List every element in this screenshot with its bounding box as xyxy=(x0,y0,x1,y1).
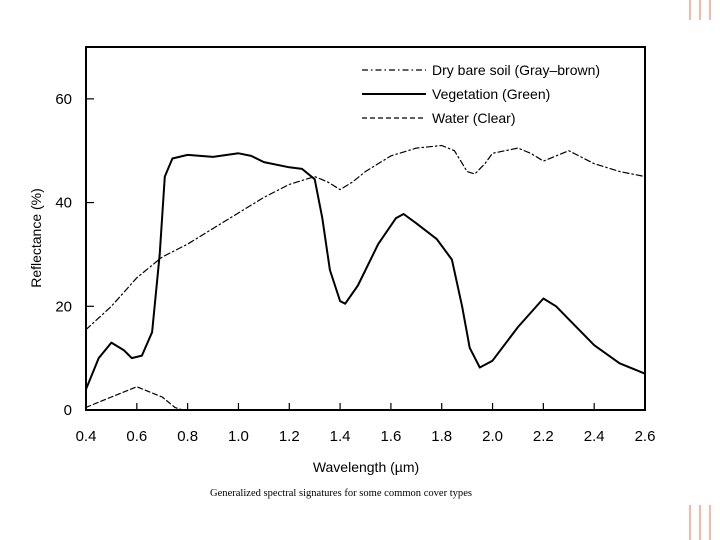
x-tick-label: 1.6 xyxy=(380,428,401,445)
x-tick-label: 1.2 xyxy=(279,428,300,445)
x-tick-label: 2.6 xyxy=(635,428,656,445)
plot-frame xyxy=(85,46,646,411)
x-tick-label: 2.0 xyxy=(482,428,503,445)
decorative-stripe xyxy=(699,0,701,20)
legend-label-soil: Dry bare soil (Gray–brown) xyxy=(432,62,600,78)
x-tick-label: 0.4 xyxy=(76,428,97,445)
y-tick-label: 60 xyxy=(55,91,72,108)
x-axis-title: Wavelength (µm) xyxy=(313,459,419,475)
series-dry-bare-soil xyxy=(85,144,646,331)
x-tick-label: 0.6 xyxy=(126,428,147,445)
series-water xyxy=(85,386,184,411)
series-layer xyxy=(85,144,646,411)
y-tick-label: 0 xyxy=(64,402,72,419)
x-axis-ticks: 0.4 0.6 0.8 1.0 1.2 1.4 1.6 1.8 2.0 2.2 2.4 2.6 xyxy=(76,403,656,445)
figure-caption: Generalized spectral signatures for some… xyxy=(210,488,472,499)
decorative-stripe xyxy=(709,505,711,540)
x-tick-label: 1.4 xyxy=(330,428,351,445)
x-tick-label: 0.8 xyxy=(177,428,198,445)
decorative-stripe xyxy=(689,0,691,20)
y-axis-title: Reflectance (%) xyxy=(28,188,44,288)
x-tick-label: 1.8 xyxy=(431,428,452,445)
x-tick-label: 2.4 xyxy=(584,428,605,445)
decorative-stripe xyxy=(709,0,711,20)
x-tick-label: 1.0 xyxy=(228,428,249,445)
legend-label-water: Water (Clear) xyxy=(432,110,516,126)
series-vegetation xyxy=(85,152,646,391)
y-tick-label: 20 xyxy=(55,298,72,315)
decorative-stripe xyxy=(699,505,701,540)
x-tick-label: 2.2 xyxy=(533,428,554,445)
y-axis-ticks: 0 20 40 60 xyxy=(55,91,94,419)
legend-label-vegetation: Vegetation (Green) xyxy=(432,86,550,102)
legend: Dry bare soil (Gray–brown) Vegetation (G… xyxy=(362,62,600,126)
y-tick-label: 40 xyxy=(55,195,72,212)
decorative-stripe xyxy=(689,505,691,540)
